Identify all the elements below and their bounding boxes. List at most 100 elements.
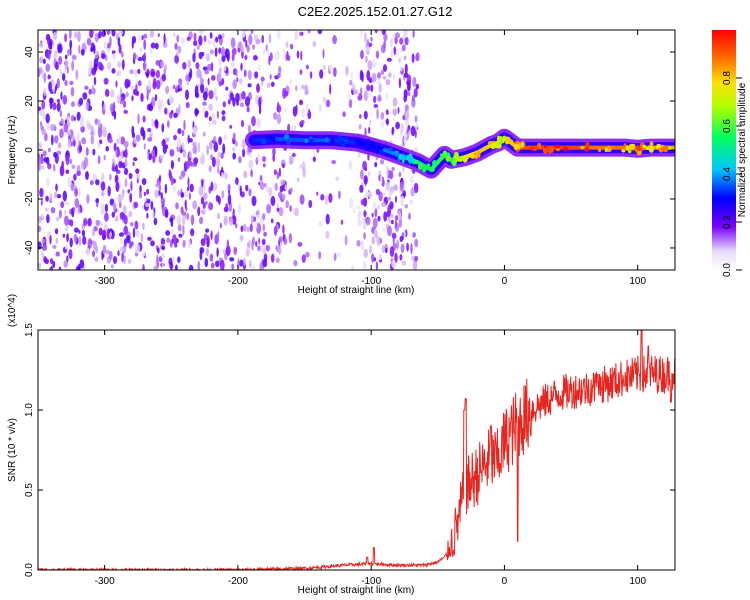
noise-speckle [139, 185, 142, 193]
noise-speckle [155, 182, 160, 188]
noise-speckle [342, 111, 346, 118]
noise-speckle [231, 147, 236, 152]
noise-speckle [200, 209, 206, 215]
noise-speckle [283, 238, 288, 245]
noise-speckle [203, 35, 207, 43]
noise-speckle [383, 33, 388, 42]
noise-speckle [253, 211, 256, 218]
noise-speckle [62, 73, 66, 82]
noise-speckle [254, 71, 259, 79]
noise-speckle [66, 66, 69, 74]
noise-speckle [47, 74, 51, 80]
colorbar-tick-label: 0.8 [722, 71, 733, 85]
noise-speckle [385, 181, 390, 191]
noise-speckle [360, 169, 364, 180]
signal-blob [324, 137, 329, 143]
noise-speckle [217, 212, 220, 220]
noise-speckle [295, 85, 298, 92]
noise-speckle [59, 110, 63, 118]
signal-blob [625, 145, 630, 151]
noise-speckle [254, 221, 258, 229]
noise-speckle [402, 44, 406, 52]
noise-speckle [239, 102, 244, 108]
signal-blob [365, 139, 371, 146]
noise-speckle [135, 168, 140, 175]
signal-blob [446, 156, 450, 162]
noise-speckle [165, 85, 170, 94]
noise-speckle [121, 252, 124, 263]
noise-speckle [142, 250, 146, 257]
signal-blob [340, 139, 345, 144]
noise-speckle [124, 158, 128, 168]
noise-speckle [161, 206, 166, 217]
noise-speckle [235, 140, 238, 148]
noise-speckle [90, 126, 95, 137]
snr-line [38, 330, 675, 570]
noise-speckle [251, 195, 257, 207]
snr-multiplier-label: (x10^4) [7, 294, 18, 327]
noise-speckle [40, 250, 45, 258]
noise-speckle [217, 231, 220, 240]
noise-speckle [154, 94, 158, 102]
noise-speckle [73, 227, 79, 233]
noise-speckle [134, 68, 138, 77]
noise-speckle [278, 236, 284, 243]
noise-speckle [382, 75, 387, 80]
noise-speckle [382, 64, 388, 72]
noise-speckle [345, 65, 349, 76]
noise-speckle [262, 49, 266, 55]
noise-speckle [142, 264, 145, 270]
noise-speckle [362, 260, 367, 270]
noise-speckle [251, 116, 256, 127]
noise-speckle [173, 185, 176, 192]
noise-speckle [178, 175, 184, 180]
noise-speckle [301, 108, 305, 118]
noise-speckle [284, 107, 287, 113]
noise-speckle [136, 229, 140, 238]
noise-speckle [68, 249, 73, 260]
noise-speckle [231, 53, 235, 62]
noise-speckle [205, 247, 209, 257]
noise-speckle [128, 172, 133, 180]
noise-speckle [390, 213, 394, 219]
noise-speckle [241, 30, 246, 38]
noise-speckle [300, 50, 303, 61]
noise-speckle [148, 153, 152, 161]
noise-speckle [100, 208, 105, 215]
noise-speckle [360, 49, 364, 60]
noise-speckle [178, 103, 181, 115]
noise-speckle [176, 85, 179, 90]
noise-speckle [210, 262, 215, 269]
noise-speckle [221, 115, 226, 122]
noise-speckle [278, 206, 284, 217]
noise-speckle [235, 223, 238, 229]
noise-speckle [371, 59, 377, 69]
noise-speckle [230, 37, 236, 49]
signal-blob [529, 147, 535, 151]
noise-speckle [241, 46, 244, 53]
noise-speckle [229, 124, 232, 129]
noise-speckle [85, 101, 89, 111]
noise-speckle [64, 54, 68, 60]
noise-speckle [143, 33, 148, 39]
noise-speckle [204, 257, 209, 268]
noise-speckle [305, 251, 310, 258]
y-tick-label: -20 [24, 191, 35, 206]
noise-speckle [402, 190, 407, 198]
noise-speckle [391, 126, 395, 135]
noise-speckle [123, 167, 129, 176]
signal-blob [432, 160, 437, 167]
noise-speckle [299, 31, 302, 37]
noise-speckle [372, 217, 378, 229]
noise-speckle [193, 157, 199, 165]
noise-speckle [47, 50, 51, 60]
noise-speckle [389, 246, 395, 258]
noise-speckle [64, 201, 70, 206]
noise-speckle [316, 148, 320, 153]
noise-speckle [95, 198, 100, 204]
signal-blob [554, 144, 561, 149]
noise-speckle [210, 230, 213, 240]
noise-speckle [38, 262, 42, 269]
noise-speckle [90, 134, 95, 145]
noise-speckle [229, 217, 234, 226]
